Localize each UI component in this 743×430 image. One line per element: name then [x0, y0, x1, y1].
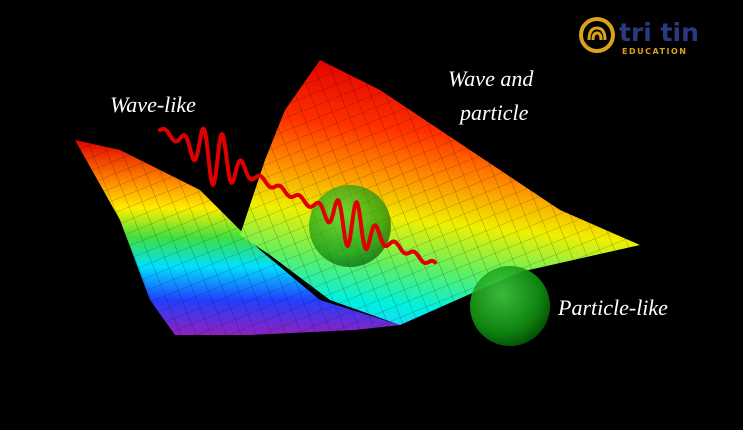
wave-particle-label: particle [458, 100, 529, 125]
wave-particle-label: Wave and [448, 66, 534, 91]
particle-sphere [470, 266, 550, 346]
logo-name: tri tin [619, 18, 699, 47]
logo-tagline: EDUCATION [622, 47, 687, 56]
particle-like-label: Particle-like [557, 295, 668, 320]
logo: tri tin EDUCATION [579, 17, 699, 56]
wave-like-label: Wave-like [110, 92, 196, 117]
wave-path [158, 126, 437, 266]
